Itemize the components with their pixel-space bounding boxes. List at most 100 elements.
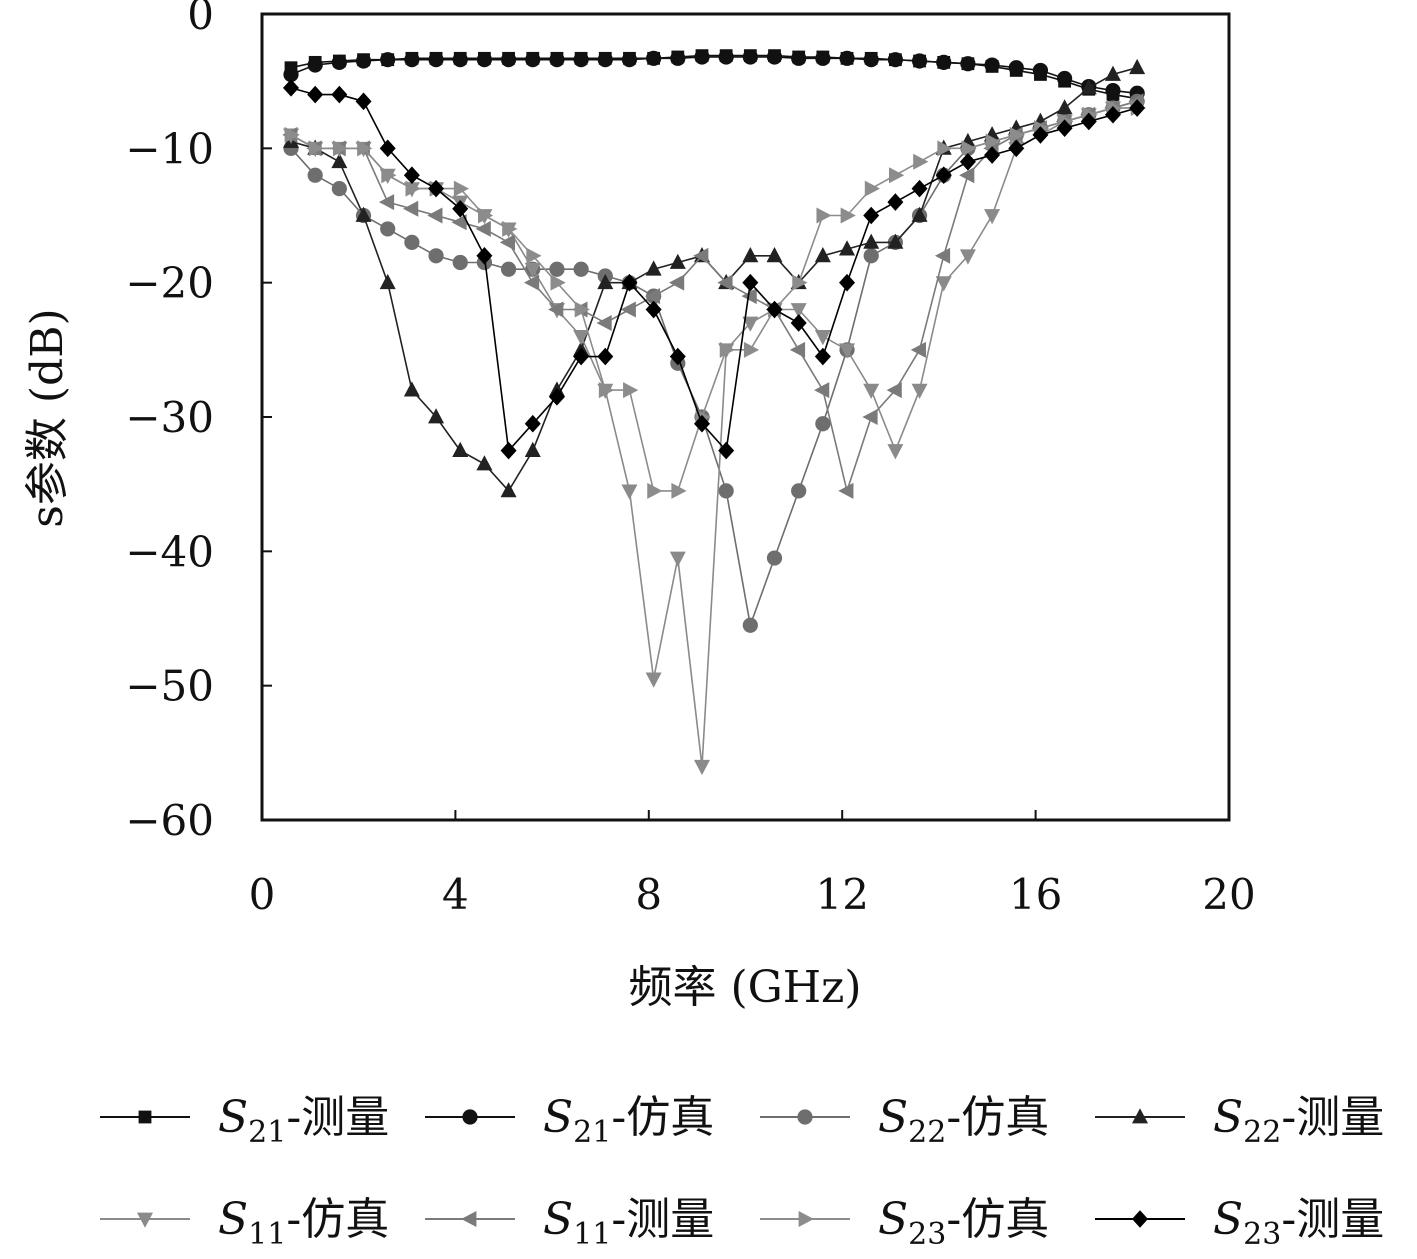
data-point	[863, 206, 880, 225]
data-point	[646, 50, 662, 66]
data-point	[670, 50, 686, 66]
legend-label: S11-测量	[543, 1194, 714, 1252]
data-point	[1080, 79, 1097, 95]
data-point	[717, 274, 733, 291]
data-point	[428, 179, 445, 198]
data-point	[428, 248, 444, 264]
data-point	[378, 194, 395, 211]
data-point	[331, 181, 347, 197]
data-point	[283, 79, 300, 97]
data-point	[524, 414, 541, 433]
data-point	[404, 52, 420, 68]
data-point	[284, 126, 300, 143]
data-point	[888, 167, 905, 184]
data-point	[621, 484, 638, 500]
data-point	[863, 52, 879, 68]
data-point	[405, 180, 421, 197]
data-point	[693, 247, 709, 264]
data-point	[960, 56, 976, 72]
legend-label: S21-仿真	[543, 1092, 714, 1150]
data-point	[743, 341, 760, 358]
data-point	[742, 273, 759, 292]
data-point	[935, 166, 952, 184]
legend-item: S21-测量	[100, 1092, 389, 1150]
data-point	[476, 247, 493, 265]
x-tick-label: 4	[442, 870, 469, 919]
data-point	[718, 483, 734, 499]
plot-frame	[260, 12, 1231, 822]
data-point	[959, 152, 976, 171]
data-point	[574, 301, 590, 318]
data-point	[1105, 82, 1121, 99]
data-point	[380, 221, 396, 237]
y-tick-label: −20	[125, 259, 214, 308]
data-point	[669, 274, 685, 291]
data-point	[840, 207, 856, 224]
data-point	[936, 54, 952, 70]
data-point	[1057, 70, 1073, 87]
data-point	[839, 50, 855, 66]
data-point	[355, 206, 372, 222]
data-point	[1032, 126, 1049, 144]
data-point	[476, 52, 493, 68]
legend-label: S22-仿真	[878, 1092, 1049, 1150]
x-tick-label: 20	[1202, 870, 1255, 919]
data-point	[1104, 105, 1121, 124]
y-tick-label: 0	[187, 0, 214, 39]
x-tick-label: 16	[1009, 870, 1062, 919]
data-point	[839, 240, 856, 256]
data-point	[381, 167, 397, 184]
series-line	[290, 100, 1138, 494]
data-point	[766, 550, 783, 566]
y-tick-label: −10	[125, 124, 214, 173]
data-point	[380, 52, 396, 68]
data-point	[937, 140, 953, 157]
data-point	[550, 274, 566, 291]
data-point	[791, 483, 807, 499]
y-tick-label: −60	[125, 796, 214, 845]
data-point	[573, 330, 590, 346]
data-point	[524, 441, 541, 457]
legend-item: S11-测量	[425, 1194, 714, 1252]
data-point	[307, 167, 323, 183]
data-point	[332, 140, 349, 157]
data-point	[984, 57, 1000, 73]
data-point	[1032, 62, 1049, 79]
legend-marker	[1132, 1210, 1148, 1228]
data-point	[308, 140, 324, 157]
data-point	[549, 261, 565, 277]
data-point	[719, 341, 735, 358]
data-point	[331, 54, 347, 70]
data-point	[789, 341, 806, 358]
data-point	[911, 179, 928, 198]
data-point	[669, 347, 686, 366]
data-point	[693, 759, 710, 776]
legend-label: S21-测量	[218, 1092, 389, 1150]
data-point	[453, 180, 470, 197]
data-point	[1129, 99, 1146, 117]
data-point	[887, 52, 903, 68]
data-point	[307, 57, 323, 73]
data-point	[645, 260, 662, 276]
data-point	[985, 133, 1001, 150]
data-point	[935, 276, 952, 292]
legend-item: S21-仿真	[425, 1092, 714, 1150]
data-point	[357, 140, 373, 157]
data-point	[523, 274, 540, 291]
data-point	[693, 414, 710, 433]
data-point	[913, 153, 929, 170]
data-point	[792, 274, 808, 291]
data-point	[379, 273, 396, 290]
data-point	[791, 50, 807, 66]
data-point	[1104, 65, 1121, 81]
legend-marker	[1132, 1108, 1148, 1124]
axis-ticks: 0 4 8 12 16 20 0 −10 −20 −30 −40 −50 −60	[125, 0, 1255, 919]
series-5	[283, 101, 1146, 776]
data-point	[452, 199, 469, 218]
data-point	[864, 180, 881, 197]
data-point	[331, 152, 348, 169]
data-point	[428, 408, 445, 424]
data-point	[815, 50, 831, 66]
legend: S21-测量 S21-仿真 S22-仿真 S22-测量 S11-仿真 S11-测量 S23-…	[100, 1092, 1384, 1252]
